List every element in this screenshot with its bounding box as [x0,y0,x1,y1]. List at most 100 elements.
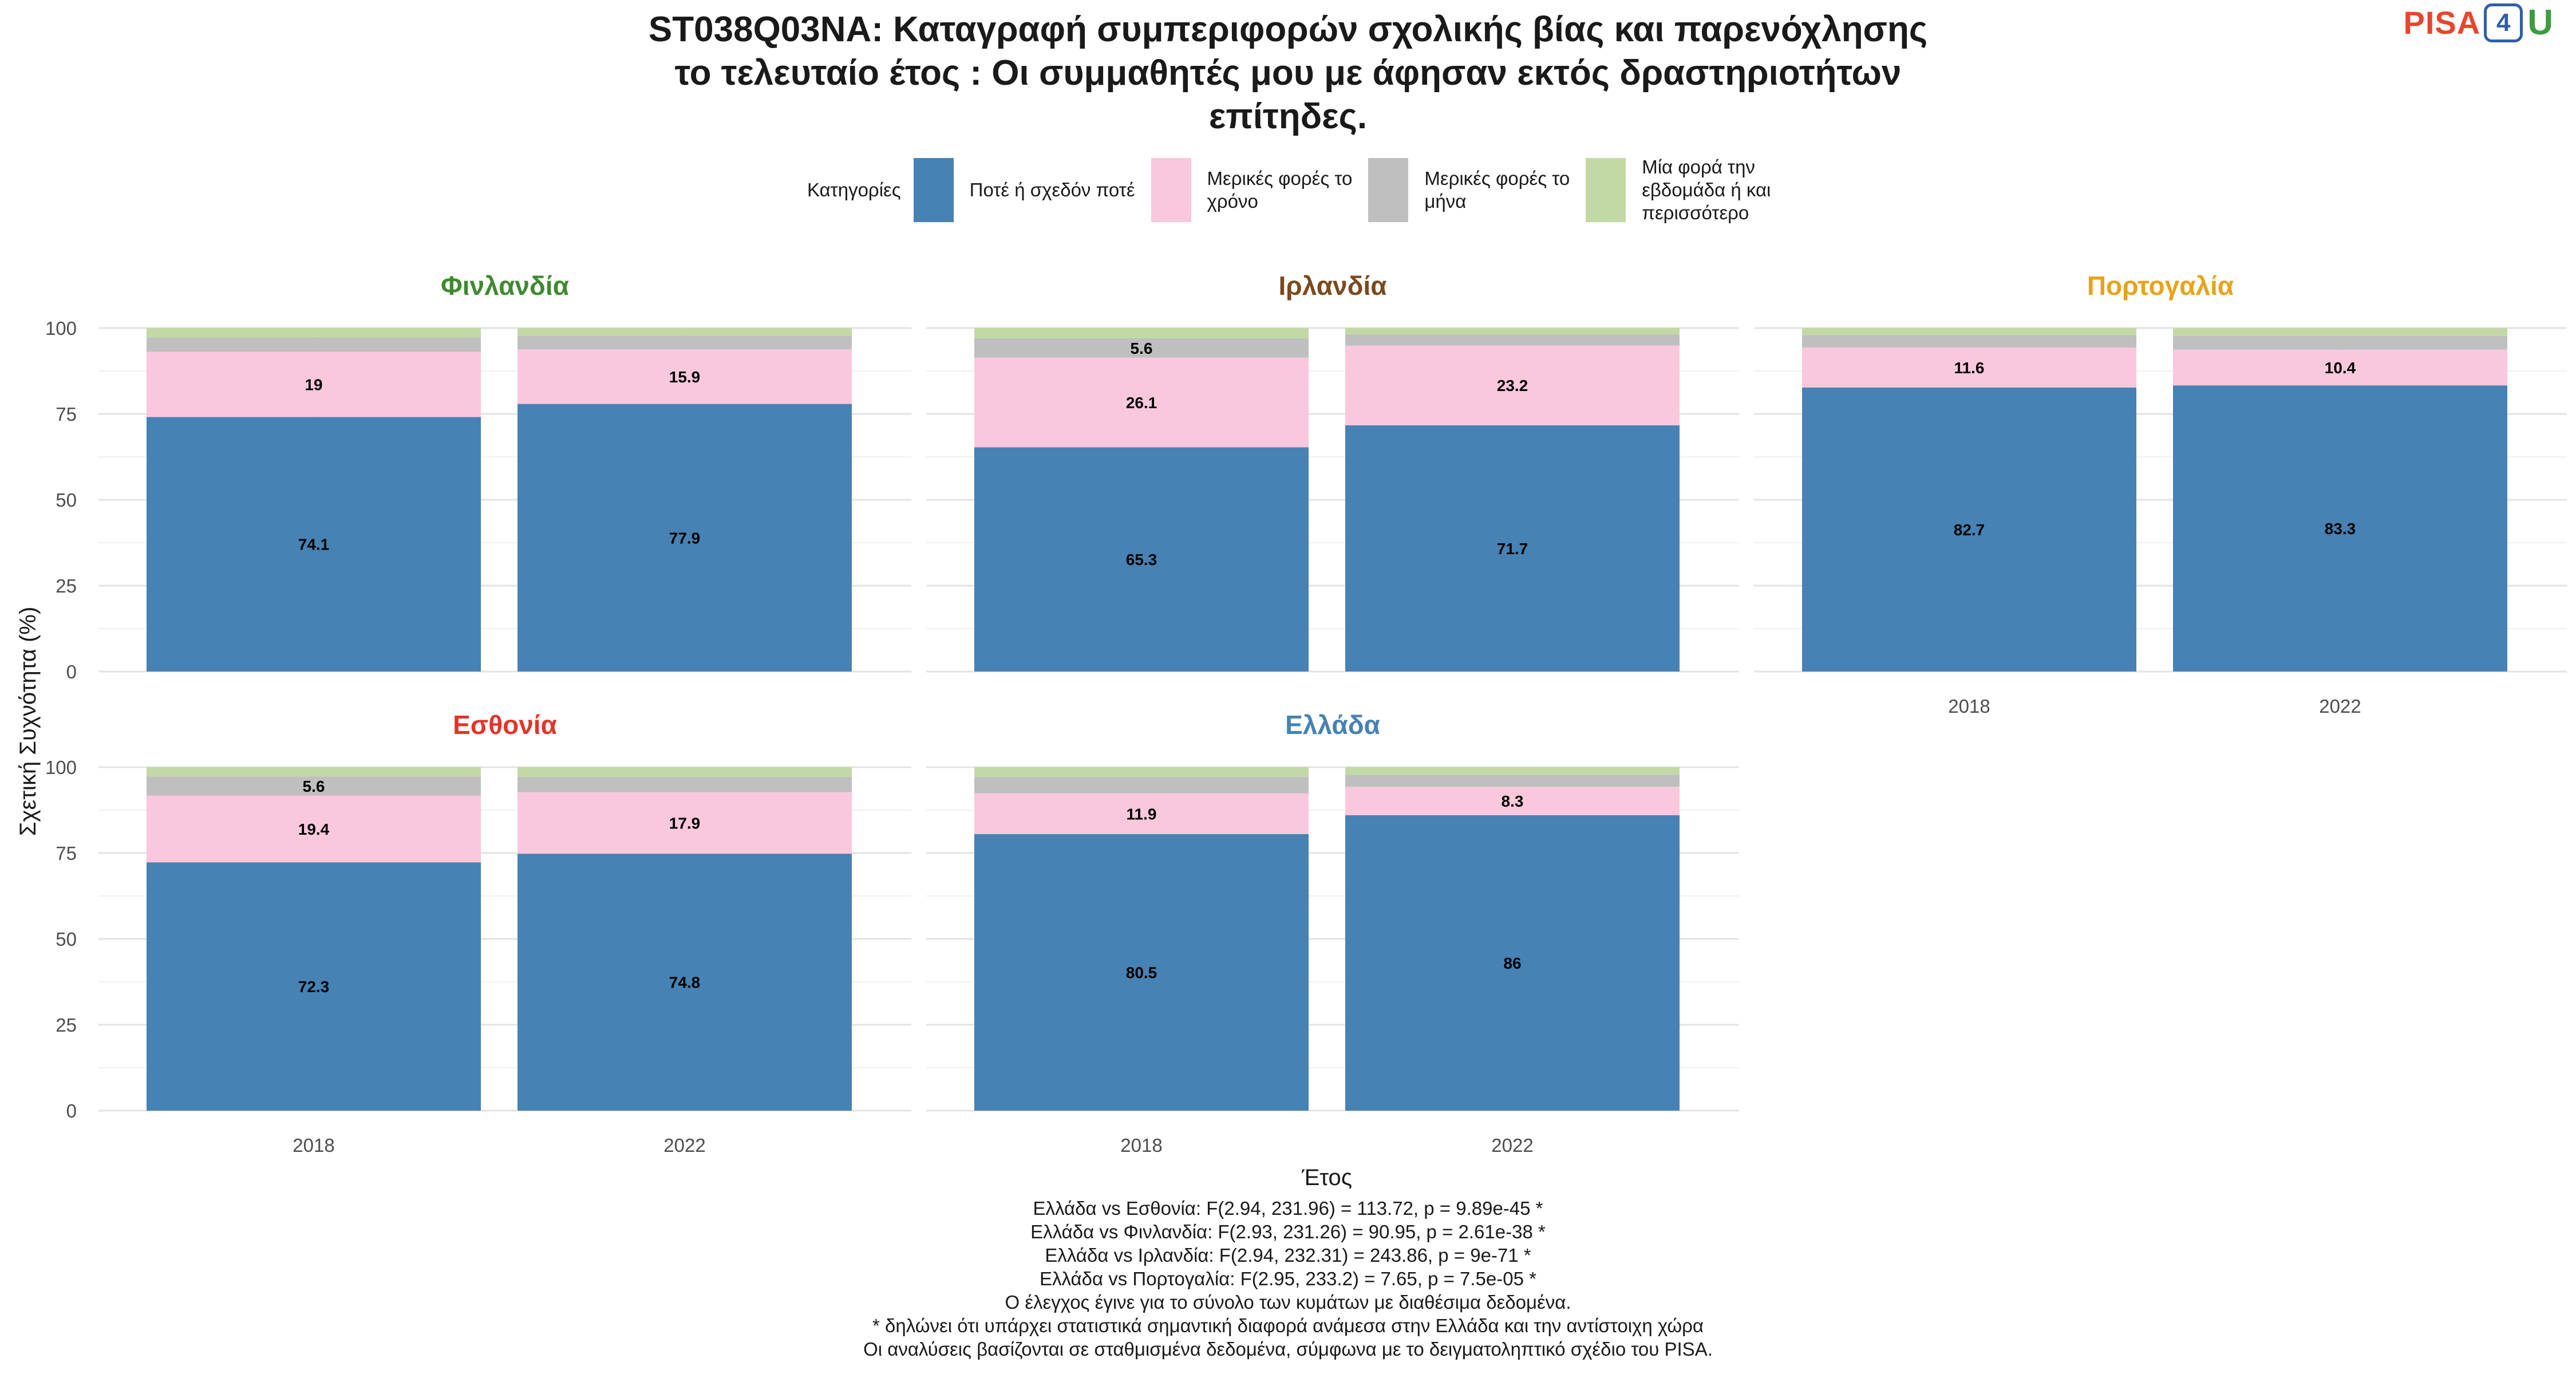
footnote-line: * δηλώνει ότι υπάρχει στατιστικά σημαντι… [872,1315,1704,1336]
bar-segment [147,767,481,777]
bar-segment [517,792,852,854]
bar-segment [974,328,1309,338]
legend-key-monthly [1368,158,1409,222]
legend-key-never [913,158,954,222]
bar-segment [147,337,481,352]
panel-1: Ιρλανδία 65.3 26.1 5.6 71.7 23.2 [926,271,1739,673]
footnote-line: Ελλάδα vs Εσθονία: F(2.94, 231.96) = 113… [1033,1198,1543,1219]
data-label: 11.9 [1127,805,1157,823]
bar-segment [1802,387,2136,672]
y-tick-label: 0 [66,1100,77,1122]
bar-segment [2173,335,2507,350]
y-tick-label: 50 [56,929,77,950]
pisa4u-logo: PISA 4 U [2404,2,2553,43]
data-label: 11.6 [1954,359,1985,377]
legend-label-line: Μερικές φορές το [1207,168,1353,189]
bar-segment [517,404,852,672]
bar-segment [517,767,852,777]
legend-title: Κατηγορίες [807,179,901,200]
data-label: 74.8 [669,974,701,992]
y-tick-label: 50 [56,489,77,511]
legend-label-line: Μερικές φορές το [1424,168,1570,189]
data-label: 26.1 [1126,394,1157,412]
logo-pisa-text: PISA [2403,5,2481,41]
bar-segment [1802,348,2136,388]
y-tick-label: 100 [45,318,77,339]
bar-segment [147,862,481,1111]
legend-label-line: μήνα [1424,191,1467,212]
legend-item-never: Ποτέ ή σχεδόν ποτέ [913,158,1135,222]
data-label: 23.2 [1497,377,1528,394]
data-label: 17.9 [669,815,701,832]
legend-label-monthly: Μερικές φορές το μήνα [1424,167,1570,213]
bar-segment [974,776,1309,793]
bar-segment [974,767,1309,777]
logo-u-text: U [2527,3,2553,42]
x-tick-label: 2022 [1491,1135,1533,1156]
bar-segment [1802,328,2136,335]
y-tick-label: 0 [66,661,77,682]
bar-segment [974,834,1309,1111]
data-label: 5.6 [303,777,325,795]
panel-0: Φινλανδία 0 25 50 75 100 74.1 19 77.9 15.9 [45,271,911,682]
panel-2: Πορτογαλία 82.7 11.6 83.3 10.4 2018 2022 [1754,271,2567,717]
x-axis-title: Έτος [1301,1165,1352,1190]
bar-segment [147,417,481,672]
bar-segment [2173,385,2507,672]
x-tick-label: 2022 [2319,696,2361,717]
bar-segment [147,795,481,863]
bar-segment [517,776,852,792]
bar-segment [1345,334,1680,346]
y-axis-title: Σχετική Συχνότητα (%) [15,607,41,836]
legend: Κατηγορίες Ποτέ ή σχεδόν ποτέ Μερικές φο… [807,156,1787,224]
legend-key-yearly [1151,158,1191,222]
bar-segment [517,335,852,350]
data-label: 83.3 [2325,520,2356,538]
bar-segment [974,338,1309,358]
data-label: 80.5 [1126,964,1157,982]
data-label: 86 [1503,954,1521,972]
footnote-line: Ελλάδα vs Πορτογαλία: F(2.95, 233.2) = 7… [1040,1268,1536,1289]
facet-title: Ιρλανδία [1278,271,1386,301]
bar-segment [1345,775,1680,787]
data-label: 77.9 [669,529,701,547]
bar-segment [147,776,481,796]
legend-item-weekly: Μία φορά την εβδομάδα ή και περισσότερο [1586,156,1771,224]
data-label: 72.3 [298,978,330,996]
bar-segment [1345,328,1680,334]
bar-segment [974,793,1309,834]
legend-item-monthly: Μερικές φορές το μήνα [1368,158,1570,222]
data-label: 15.9 [669,368,701,386]
facet-title: Πορτογαλία [2087,271,2234,301]
y-tick-label: 75 [56,843,77,864]
data-label: 8.3 [1502,792,1524,810]
data-label: 71.7 [1497,540,1528,558]
bar-segment [147,328,481,338]
facet-title: Εσθονία [453,710,557,740]
x-tick-label: 2018 [1120,1135,1162,1156]
legend-label-line: περισσότερο [1642,202,1749,223]
panel-4: Ελλάδα 80.5 11.9 86 8.3 2018 2022 [926,710,1739,1156]
legend-label-line: Μία φορά την [1642,156,1755,177]
logo-four-badge: 4 [2484,3,2523,42]
legend-label-line: Ποτέ ή σχεδόν ποτέ [969,179,1135,200]
data-label: 82.7 [1954,521,1985,539]
data-label: 65.3 [1126,551,1157,568]
x-tick-label: 2018 [293,1135,334,1156]
legend-key-weekly [1586,158,1626,222]
x-tick-label: 2018 [1948,696,1990,717]
title-line: το τελευταίο έτος : Οι συμμαθητές μου με… [674,53,1902,93]
title-line: ST038Q03NA: Καταγραφή συμπεριφορών σχολι… [648,10,1928,49]
bar-segment [2173,328,2507,336]
footnote-line: Ελλάδα vs Φινλανδία: F(2.93, 231.26) = 9… [1030,1221,1546,1242]
legend-label-line: χρόνο [1207,191,1258,212]
data-label: 19.4 [298,820,330,838]
x-tick-label: 2022 [663,1135,705,1156]
y-tick-label: 25 [56,1014,77,1036]
footnote: Ελλάδα vs Εσθονία: F(2.94, 231.96) = 113… [0,1197,2576,1361]
y-tick-label: 25 [56,575,77,597]
bar-segment [1802,335,2136,348]
bar-segment [1345,345,1680,425]
footnote-line: Οι αναλύσεις βασίζονται σε σταθμισμένα δ… [863,1339,1713,1360]
legend-label-never: Ποτέ ή σχεδόν ποτέ [970,179,1135,202]
